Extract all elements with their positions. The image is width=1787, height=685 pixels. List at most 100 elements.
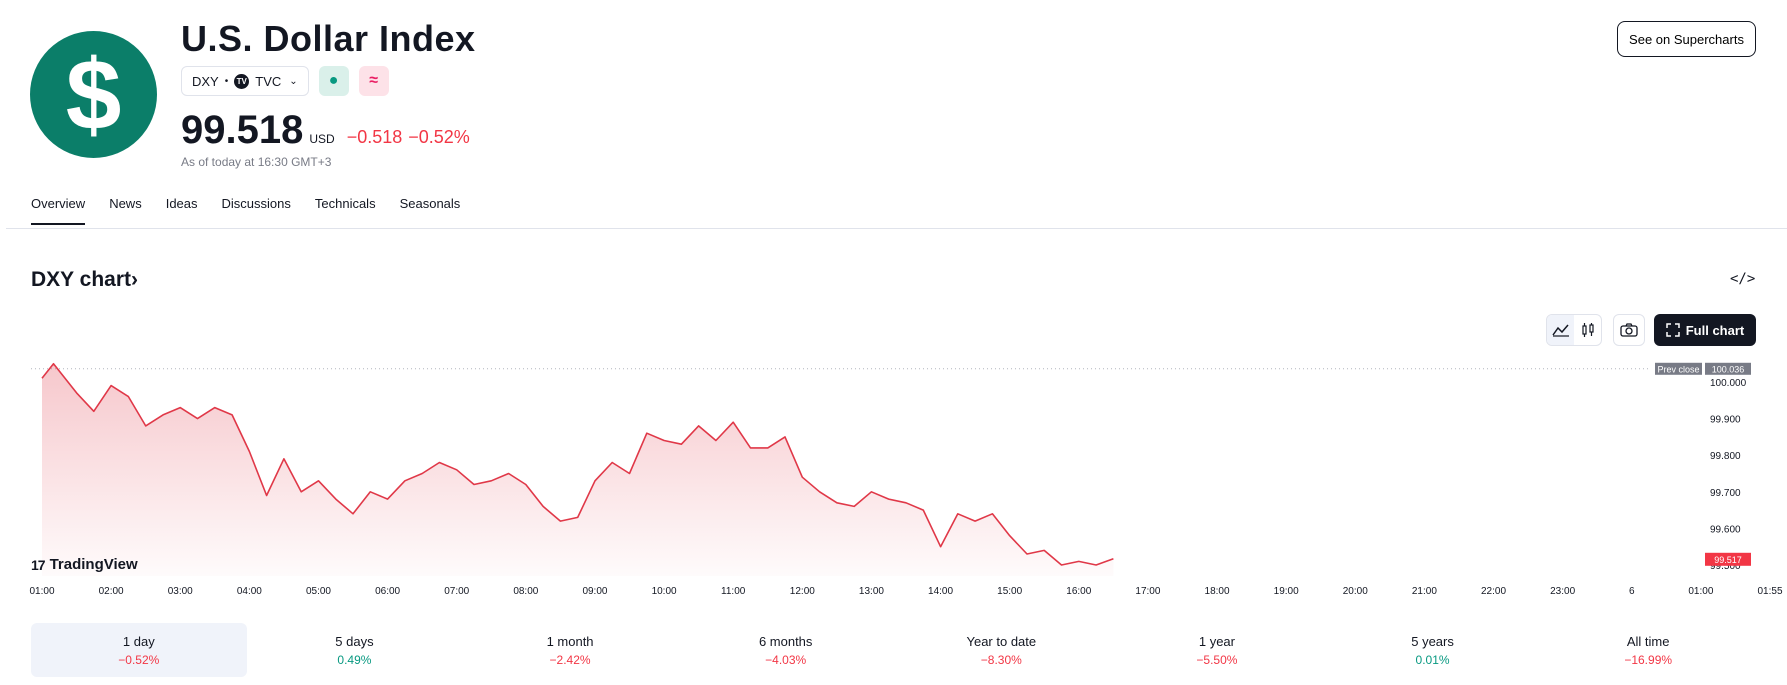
page-title: U.S. Dollar Index (181, 18, 476, 59)
tab-discussions[interactable]: Discussions (221, 196, 291, 211)
y-tick-label: 99.700 (1710, 488, 1741, 499)
period-change: −5.50% (1196, 652, 1238, 667)
x-tick-label: 09:00 (582, 586, 607, 597)
chevron-right-icon: › (131, 268, 138, 291)
x-tick-label: 02:00 (99, 586, 124, 597)
y-tick-label: 100.000 (1710, 378, 1747, 389)
x-tick-label: 13:00 (859, 586, 884, 597)
x-tick-label: 07:00 (444, 586, 469, 597)
tabs-divider (6, 228, 1787, 229)
candles-icon (1581, 323, 1594, 337)
symbol-exchange-selector[interactable]: DXY • TV TVC ⌄ (181, 66, 309, 96)
symbol-chip-row: DXY • TV TVC ⌄ ● ≈ (181, 66, 389, 96)
tradingview-watermark[interactable]: 17 TradingView (31, 556, 138, 573)
x-tick-label: 01:55 (1757, 586, 1782, 597)
period-1-day[interactable]: 1 day −0.52% (31, 623, 247, 677)
chart-style-toggle (1546, 314, 1602, 346)
period-change: −0.52% (118, 652, 160, 667)
exchange-logo-icon: TV (234, 73, 250, 89)
exchange-name: TVC (255, 73, 282, 89)
price-line (41, 362, 1114, 566)
last-value-label: 99.517 (1714, 555, 1742, 565)
period-label: 1 year (1198, 633, 1235, 649)
period-5-days[interactable]: 5 days 0.49% (247, 623, 463, 677)
x-tick-label: 18:00 (1205, 586, 1230, 597)
fullscreen-icon (1665, 323, 1680, 337)
price-area-fill (42, 363, 1114, 576)
market-status-badge[interactable]: ● (318, 66, 349, 96)
tradingview-logo-icon: 17 (31, 556, 46, 573)
x-tick-label: 14:00 (928, 586, 953, 597)
area-chart-icon (1551, 324, 1569, 337)
period-label: All time (1626, 633, 1670, 649)
x-tick-label: 08:00 (513, 586, 538, 597)
x-tick-label: 01:00 (29, 586, 54, 597)
x-tick-label: 05:00 (306, 586, 331, 597)
period-1-year[interactable]: 1 year −5.50% (1109, 623, 1325, 677)
period-label: 5 years (1411, 633, 1454, 649)
dollar-icon: $ (65, 38, 122, 151)
x-tick-label: 19:00 (1274, 586, 1299, 597)
chevron-down-icon: ⌄ (289, 75, 298, 87)
period-change: −2.42% (549, 652, 591, 667)
chart-title-text: DXY chart (31, 268, 131, 291)
tab-ideas[interactable]: Ideas (165, 196, 198, 211)
wave-icon: ≈ (369, 72, 379, 89)
price-timestamp: As of today at 16:30 GMT+3 (181, 155, 332, 169)
period-label: 1 day (122, 633, 155, 649)
x-tick-label: 21:00 (1412, 586, 1437, 597)
period-change: 0.01% (1415, 652, 1450, 667)
period-label: 5 days (335, 633, 374, 649)
period-1-month[interactable]: 1 month −2.42% (462, 623, 678, 677)
period-5-years[interactable]: 5 years 0.01% (1325, 623, 1541, 677)
x-tick-label: 15:00 (997, 586, 1022, 597)
x-tick-label: 17:00 (1135, 586, 1160, 597)
period-change: −16.99% (1624, 652, 1673, 667)
x-tick-label: 6 (1629, 586, 1635, 597)
period-year-to-date[interactable]: Year to date −8.30% (894, 623, 1110, 677)
x-tick-label: 11:00 (721, 586, 746, 597)
full-chart-button[interactable]: Full chart (1654, 314, 1756, 346)
price-change-percent: −0.52% (408, 127, 470, 147)
price-change: −0.518 (346, 127, 403, 147)
price-currency: USD (309, 132, 335, 146)
candles-chart-toggle[interactable] (1574, 315, 1601, 345)
period-6-months[interactable]: 6 months −4.03% (678, 623, 894, 677)
prev-close-label: Prev close (1657, 364, 1699, 374)
period-label: 1 month (546, 633, 594, 649)
x-tick-label: 20:00 (1343, 586, 1368, 597)
y-tick-label: 99.800 (1710, 451, 1741, 462)
camera-icon (1620, 323, 1638, 337)
period-change: −4.03% (765, 652, 807, 667)
y-tick-label: 99.600 (1710, 524, 1741, 535)
performance-periods: 1 day −0.52% 5 days 0.49% 1 month −2.42% 6 mon… (31, 623, 1756, 677)
tab-seasonals[interactable]: Seasonals (399, 196, 461, 211)
price-chart[interactable]: 100.000 99.900 99.800 99.700 99.600 99.500 Pre… (0, 350, 1787, 600)
tab-technicals[interactable]: Technicals (314, 196, 376, 211)
snapshot-button[interactable] (1613, 314, 1645, 346)
period-label: Year to date (966, 633, 1037, 649)
area-chart-toggle[interactable] (1547, 315, 1574, 345)
chart-title-link[interactable]: DXY chart› (31, 268, 138, 292)
prev-close-badge (1655, 362, 1702, 375)
tab-overview[interactable]: Overview (31, 196, 86, 225)
x-tick-label: 04:00 (237, 586, 262, 597)
see-on-supercharts-button[interactable]: See on Supercharts (1617, 21, 1756, 57)
watermark-text: TradingView (49, 556, 138, 573)
last-value-badge (1705, 552, 1751, 566)
period-label: 6 months (758, 633, 813, 649)
embed-code-icon[interactable]: </> (1730, 271, 1756, 287)
last-price: 99.518 (181, 108, 304, 152)
x-tick-label: 12:00 (790, 586, 815, 597)
tab-news[interactable]: News (109, 196, 142, 211)
section-tabs: Overview News Ideas Discussions Technica… (31, 196, 460, 225)
y-tick-label: 99.500 (1710, 561, 1741, 572)
x-tick-label: 01:00 (1688, 586, 1713, 597)
x-tick-label: 16:00 (1066, 586, 1091, 597)
data-type-badge[interactable]: ≈ (358, 66, 389, 96)
period-all-time[interactable]: All time −16.99% (1540, 623, 1756, 677)
x-tick-label: 22:00 (1481, 586, 1506, 597)
price-row: 99.518 USD −0.518 −0.52% (181, 108, 470, 153)
x-tick-label: 10:00 (652, 586, 677, 597)
y-tick-label: 99.900 (1710, 415, 1741, 426)
